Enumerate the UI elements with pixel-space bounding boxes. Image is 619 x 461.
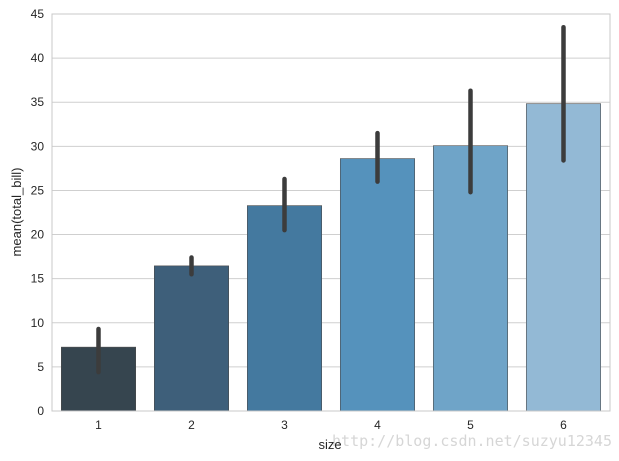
y-tick-label: 0 — [37, 404, 44, 418]
x-tick-label: 6 — [560, 418, 567, 432]
x-tick-labels: 1 2 3 4 5 6 — [95, 418, 567, 432]
y-tick-label: 5 — [37, 360, 44, 374]
y-tick-label: 30 — [31, 139, 45, 153]
error-bars — [96, 24, 566, 375]
x-tick-label: 3 — [281, 418, 288, 432]
y-tick-label: 35 — [31, 95, 45, 109]
x-tick-label: 5 — [467, 418, 474, 432]
y-tick-label: 40 — [31, 51, 45, 65]
bar-3 — [247, 205, 323, 412]
plot-frame — [51, 13, 611, 412]
y-tick-label: 15 — [31, 272, 45, 286]
bar-4 — [339, 158, 415, 412]
y-tick-label: 10 — [31, 316, 45, 330]
x-axis-label: size — [318, 437, 341, 452]
x-tick-label: 2 — [188, 418, 195, 432]
bar-2 — [154, 265, 230, 412]
y-axis-label: mean(total_bill) — [9, 168, 24, 257]
y-tick-label: 20 — [31, 228, 45, 242]
watermark-text: http://blog.csdn.net/suzyu12345 — [332, 432, 612, 450]
y-tick-label: 25 — [31, 183, 45, 197]
bars — [60, 103, 601, 412]
x-tick-label: 4 — [374, 418, 381, 432]
y-tick-label: 45 — [31, 7, 45, 21]
plot-area — [52, 14, 610, 411]
y-tick-labels: 0 5 10 15 20 25 30 35 40 45 — [31, 7, 45, 418]
x-tick-label: 1 — [95, 418, 102, 432]
